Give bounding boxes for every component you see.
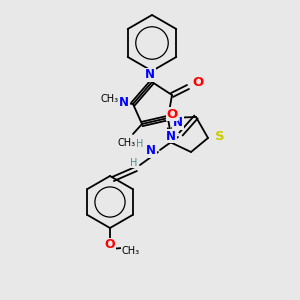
Text: CH₃: CH₃ — [122, 246, 140, 256]
Text: O: O — [167, 107, 178, 121]
Text: O: O — [192, 76, 204, 88]
Text: H: H — [136, 139, 144, 149]
Text: CH₃: CH₃ — [101, 94, 119, 104]
Text: O: O — [105, 238, 115, 251]
Text: H: H — [130, 158, 138, 168]
Text: N: N — [173, 116, 183, 130]
Text: N: N — [119, 97, 129, 110]
Text: N: N — [166, 130, 176, 142]
Text: N: N — [146, 145, 156, 158]
Text: CH₃: CH₃ — [118, 138, 136, 148]
Text: N: N — [145, 68, 155, 82]
Text: S: S — [215, 130, 225, 143]
